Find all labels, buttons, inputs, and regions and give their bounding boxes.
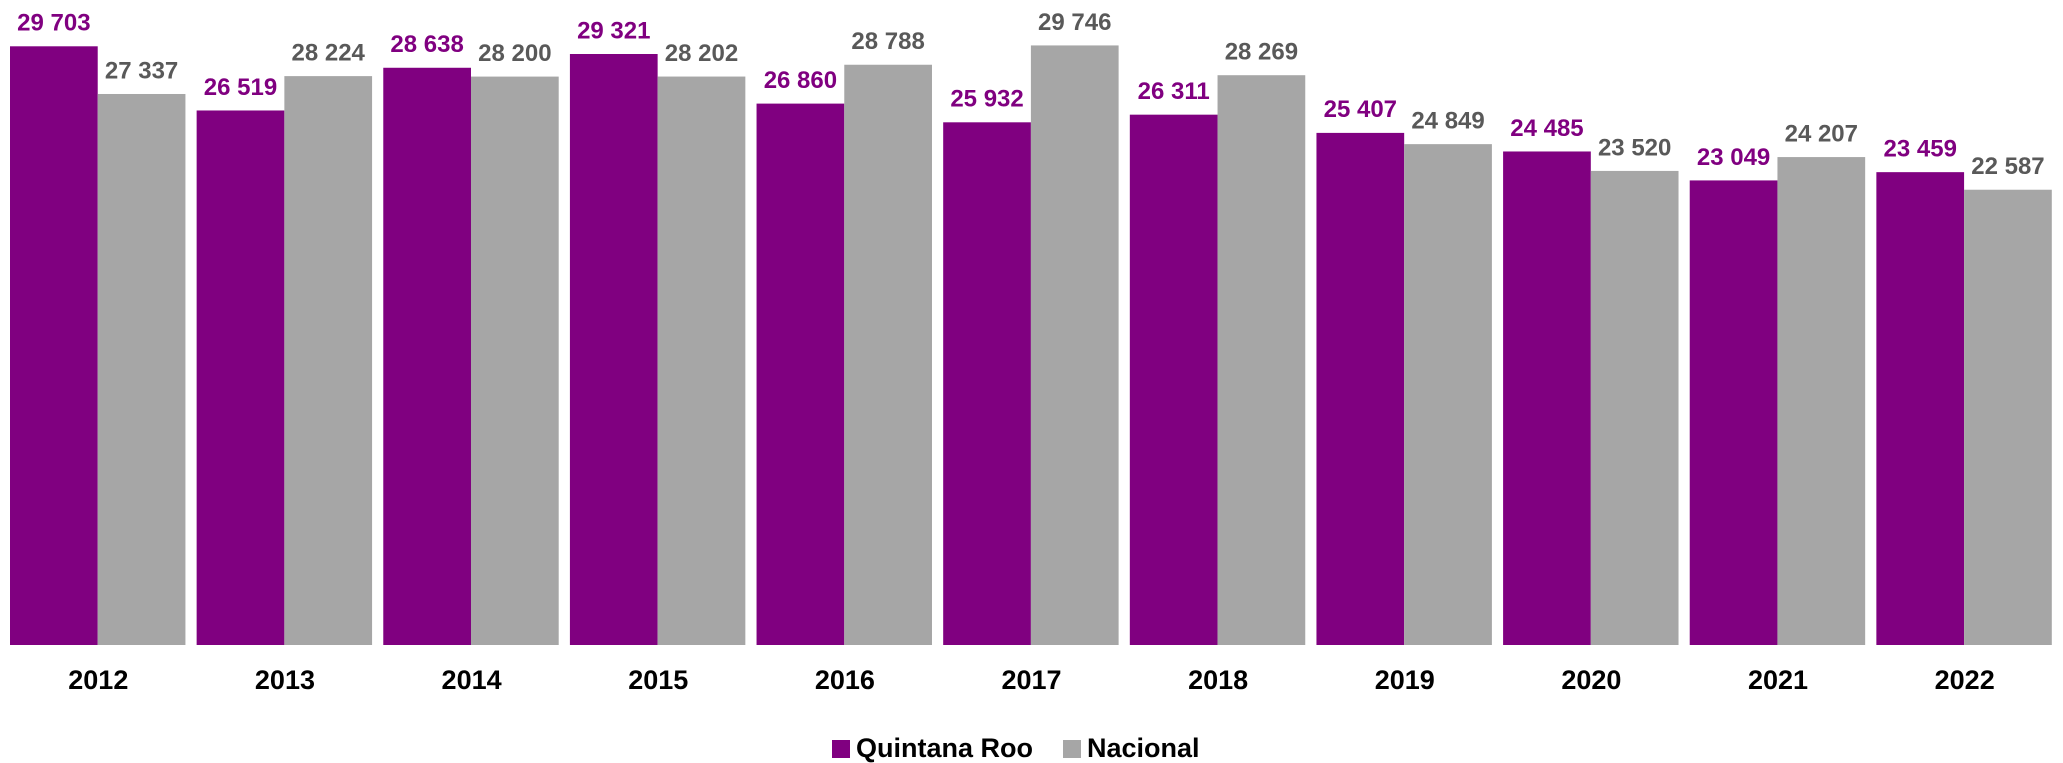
bar	[97, 93, 186, 646]
bar	[470, 76, 559, 645]
value-label: 24 485	[1510, 115, 1583, 142]
x-tick-label: 2016	[815, 665, 875, 695]
x-tick-label: 2013	[255, 665, 315, 695]
x-tick-label: 2015	[628, 665, 688, 695]
bar	[1316, 132, 1405, 646]
legend-swatch	[1063, 740, 1081, 758]
bar	[10, 46, 98, 646]
bar	[943, 122, 1031, 646]
bar	[1590, 170, 1679, 646]
value-label: 26 860	[764, 67, 837, 94]
value-label: 28 224	[292, 39, 366, 66]
value-label: 28 202	[665, 40, 738, 67]
x-tick-label: 2021	[1748, 665, 1808, 695]
value-label: 25 407	[1324, 96, 1397, 123]
bar	[1404, 144, 1492, 646]
value-label: 23 520	[1598, 134, 1671, 161]
value-label: 22 587	[1971, 153, 2044, 180]
bar	[1876, 172, 1965, 645]
value-label: 29 746	[1038, 9, 1111, 36]
bar	[569, 53, 658, 645]
bar	[1689, 180, 1778, 646]
x-tick-label: 2019	[1375, 665, 1435, 695]
x-tick-label: 2017	[1001, 665, 1061, 695]
bar	[1129, 114, 1218, 646]
legend-label: Quintana Roo	[856, 733, 1033, 763]
bar	[1503, 151, 1591, 645]
x-tick-label: 2020	[1561, 665, 1621, 695]
value-label: 28 788	[851, 28, 924, 55]
bar	[1777, 157, 1866, 646]
bar	[844, 64, 932, 645]
value-label: 24 207	[1785, 120, 1858, 147]
value-label: 27 337	[105, 57, 178, 84]
bar	[1217, 75, 1306, 645]
value-label: 23 049	[1697, 144, 1770, 171]
value-label: 23 459	[1884, 135, 1957, 162]
x-tick-label: 2012	[68, 665, 128, 695]
legend-label: Nacional	[1087, 733, 1200, 763]
x-tick-label: 2022	[1935, 665, 1995, 695]
bar	[1030, 45, 1119, 645]
value-label: 28 200	[478, 40, 551, 67]
value-label: 28 269	[1225, 39, 1298, 66]
bar	[657, 76, 746, 645]
bar	[284, 76, 373, 646]
value-label: 29 703	[17, 10, 90, 37]
value-label: 26 311	[1138, 78, 1210, 105]
x-tick-label: 2018	[1188, 665, 1248, 695]
value-label: 29 321	[577, 17, 650, 44]
bar	[383, 67, 471, 645]
x-tick-label: 2014	[442, 665, 502, 695]
value-label: 24 849	[1411, 107, 1484, 134]
value-label: 26 519	[204, 74, 277, 101]
value-label: 25 932	[950, 86, 1023, 113]
bar	[756, 103, 845, 645]
bar	[1964, 189, 2052, 645]
value-label: 28 638	[390, 31, 463, 58]
legend-swatch	[832, 740, 850, 758]
bar	[196, 110, 285, 645]
